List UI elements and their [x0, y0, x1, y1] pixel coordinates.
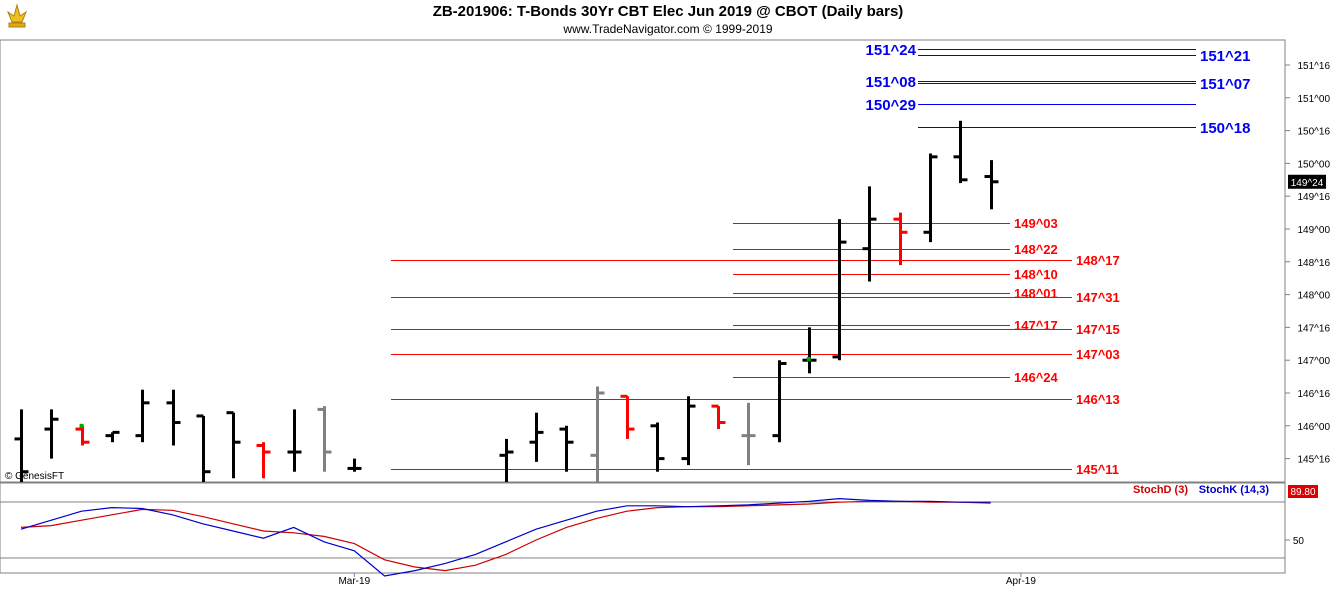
- ohlc-bar: [14, 409, 29, 482]
- ohlc-bar: [226, 411, 241, 479]
- y-axis-tick-label: 149^00: [1298, 225, 1331, 236]
- ohlc-bar: [893, 212, 908, 266]
- level-label: 148^22: [1014, 242, 1058, 257]
- level-label: 151^07: [1200, 76, 1250, 93]
- ohlc-bar: [256, 442, 271, 479]
- level-label: 146^24: [1014, 370, 1059, 385]
- signal-marker: [806, 356, 811, 361]
- ohlc-bar: [287, 409, 302, 472]
- level-label: 146^13: [1076, 392, 1120, 407]
- ohlc-bar: [196, 414, 211, 482]
- level-label: 150^29: [866, 97, 916, 114]
- price-panel-border: [0, 39, 1286, 483]
- ohlc-bar: [620, 394, 635, 439]
- ohlc-bar: [75, 425, 90, 446]
- y-axis-tick-label: 147^00: [1298, 356, 1331, 367]
- y-axis-tick-label: 150^00: [1298, 159, 1331, 170]
- stoch-k-line: [20, 497, 991, 577]
- ohlc-bar: [559, 425, 574, 472]
- level-label: 151^08: [866, 74, 916, 91]
- ohlc-bar: [741, 402, 756, 466]
- ohlc-bar: [772, 360, 787, 443]
- ohlc-bar: [650, 422, 665, 472]
- ohlc-bar: [802, 327, 817, 374]
- ohlc-bar: [347, 458, 362, 472]
- ohlc-bar: [832, 219, 847, 361]
- ohlc-bar: [529, 412, 544, 462]
- x-axis-label: Mar-19: [338, 576, 370, 587]
- chart-subtitle: www.TradeNavigator.com © 1999-2019: [563, 22, 773, 36]
- level-label: 149^03: [1014, 216, 1058, 231]
- level-label: 147^15: [1076, 322, 1120, 337]
- y-axis-tick-label: 147^16: [1298, 323, 1331, 334]
- y-axis-tick-label: 150^16: [1298, 127, 1331, 138]
- ohlc-bar: [44, 409, 59, 459]
- tradenavigator-logo-icon: [2, 2, 32, 37]
- stoch-panel-border: [0, 482, 1286, 574]
- level-label: 150^18: [1200, 120, 1250, 137]
- last-price-tag: [1288, 174, 1326, 189]
- level-label: 147^31: [1076, 290, 1120, 305]
- x-axis-label: Apr-19: [1006, 576, 1036, 587]
- stoch-d-line: [20, 500, 991, 572]
- legend-stochd: StochD (3): [1133, 484, 1188, 496]
- level-label: 151^24: [866, 42, 917, 59]
- ohlc-bar: [953, 120, 968, 184]
- ohlc-bar: [711, 404, 726, 430]
- ohlc-bar: [105, 430, 120, 443]
- stoch-last-label: 89.80: [1290, 487, 1315, 498]
- ohlc-bar: [862, 186, 877, 282]
- y-axis-tick-label: 149^16: [1298, 192, 1331, 203]
- y-axis-tick-label: 146^00: [1298, 422, 1331, 433]
- ohlc-bar: [166, 389, 181, 446]
- ohlc-bar: [317, 406, 332, 472]
- ohlc-bar: [590, 386, 605, 482]
- ohlc-bar: [984, 160, 999, 210]
- last-price-label: 149^24: [1291, 178, 1324, 189]
- ohlc-bar: [135, 389, 150, 443]
- level-label: 151^21: [1200, 48, 1250, 65]
- ohlc-bar: [681, 396, 696, 466]
- ohlc-bar: [499, 438, 514, 482]
- y-axis-tick-label: 145^16: [1298, 455, 1331, 466]
- y-axis-tick-label: 151^00: [1298, 94, 1331, 105]
- y-axis-tick-label: 151^16: [1298, 61, 1331, 72]
- level-label: 148^10: [1014, 267, 1058, 282]
- level-label: 147^03: [1076, 347, 1120, 362]
- level-label: 148^17: [1076, 253, 1120, 268]
- watermark-text: © GenesisFT: [5, 471, 64, 482]
- chart-title: ZB-201906: T-Bonds 30Yr CBT Elec Jun 201…: [432, 3, 904, 20]
- signal-marker: [79, 423, 84, 428]
- stoch-last-tag: [1288, 485, 1318, 498]
- y-axis-tick-label: 146^16: [1298, 389, 1331, 400]
- ohlc-bar: [923, 153, 938, 243]
- legend-stochk: StochK (14,3): [1199, 484, 1270, 496]
- y-axis-tick-label: 148^16: [1298, 258, 1331, 269]
- level-label: 145^11: [1076, 462, 1119, 477]
- level-label: 147^17: [1014, 318, 1058, 333]
- y-axis-tick-label: 148^00: [1298, 291, 1331, 302]
- level-label: 148^01: [1014, 286, 1058, 301]
- stoch-axis-label: 50: [1293, 536, 1305, 547]
